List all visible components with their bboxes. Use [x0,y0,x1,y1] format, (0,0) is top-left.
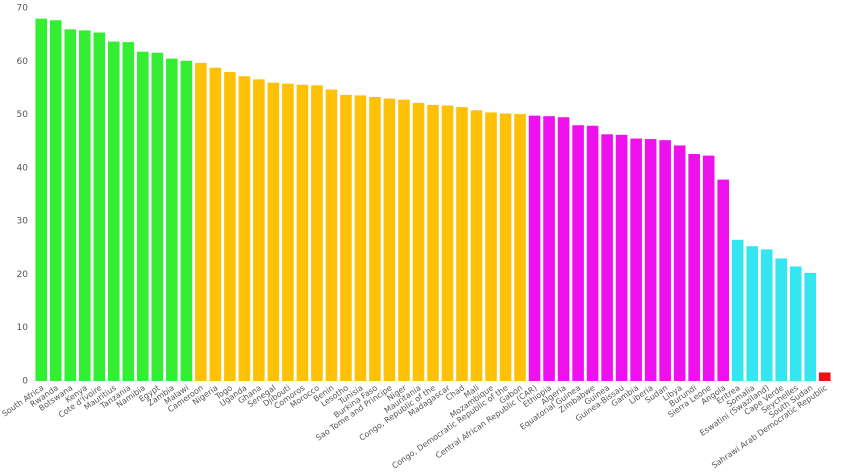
bar [804,272,817,381]
bar [659,140,671,381]
bar [238,76,251,381]
bar [630,138,642,381]
bar [151,52,164,381]
bar [586,125,599,381]
bar [325,89,338,381]
bar [427,104,439,381]
y-tick-label: 20 [17,270,29,280]
bar [180,60,193,381]
bar [485,112,497,381]
bar [122,42,135,382]
y-tick-label: 50 [17,110,29,120]
bar [224,71,236,381]
bar [731,239,744,381]
bar [775,258,788,381]
bar [93,32,106,382]
bar [253,79,265,381]
y-tick-label: 30 [17,217,29,227]
bar [209,67,222,382]
bar [760,249,773,381]
bar [644,139,657,381]
bar [528,115,541,381]
bar [383,98,396,381]
bar [398,99,410,381]
bar [601,134,613,381]
bar [470,110,483,382]
bar [543,116,555,382]
bar [702,155,715,381]
bar [615,134,628,381]
bar [195,62,207,382]
bar [572,125,584,381]
bar [35,18,48,382]
y-tick-label: 70 [17,4,29,14]
bar [514,114,526,381]
bar [107,41,120,381]
bar [456,107,468,382]
bar [311,85,323,381]
bar [818,372,831,381]
bar [49,20,62,382]
bar [137,51,149,382]
bar [166,58,178,381]
bar [282,83,294,381]
y-tick-label: 0 [22,377,28,387]
bar [340,94,352,381]
y-tick-label: 10 [17,323,29,333]
bar [78,30,91,381]
bar [717,179,729,381]
bar [412,102,425,381]
bar [441,105,454,382]
bar [688,154,700,381]
bar [746,246,759,381]
y-tick-label: 60 [17,57,29,67]
bar [789,266,802,381]
bar [354,95,367,381]
bar [499,113,512,382]
bar [296,84,309,381]
bar [673,145,686,381]
bar [369,96,381,381]
bar [267,82,280,381]
bar [557,117,570,381]
y-tick-label: 40 [17,163,29,173]
bar [64,29,77,382]
